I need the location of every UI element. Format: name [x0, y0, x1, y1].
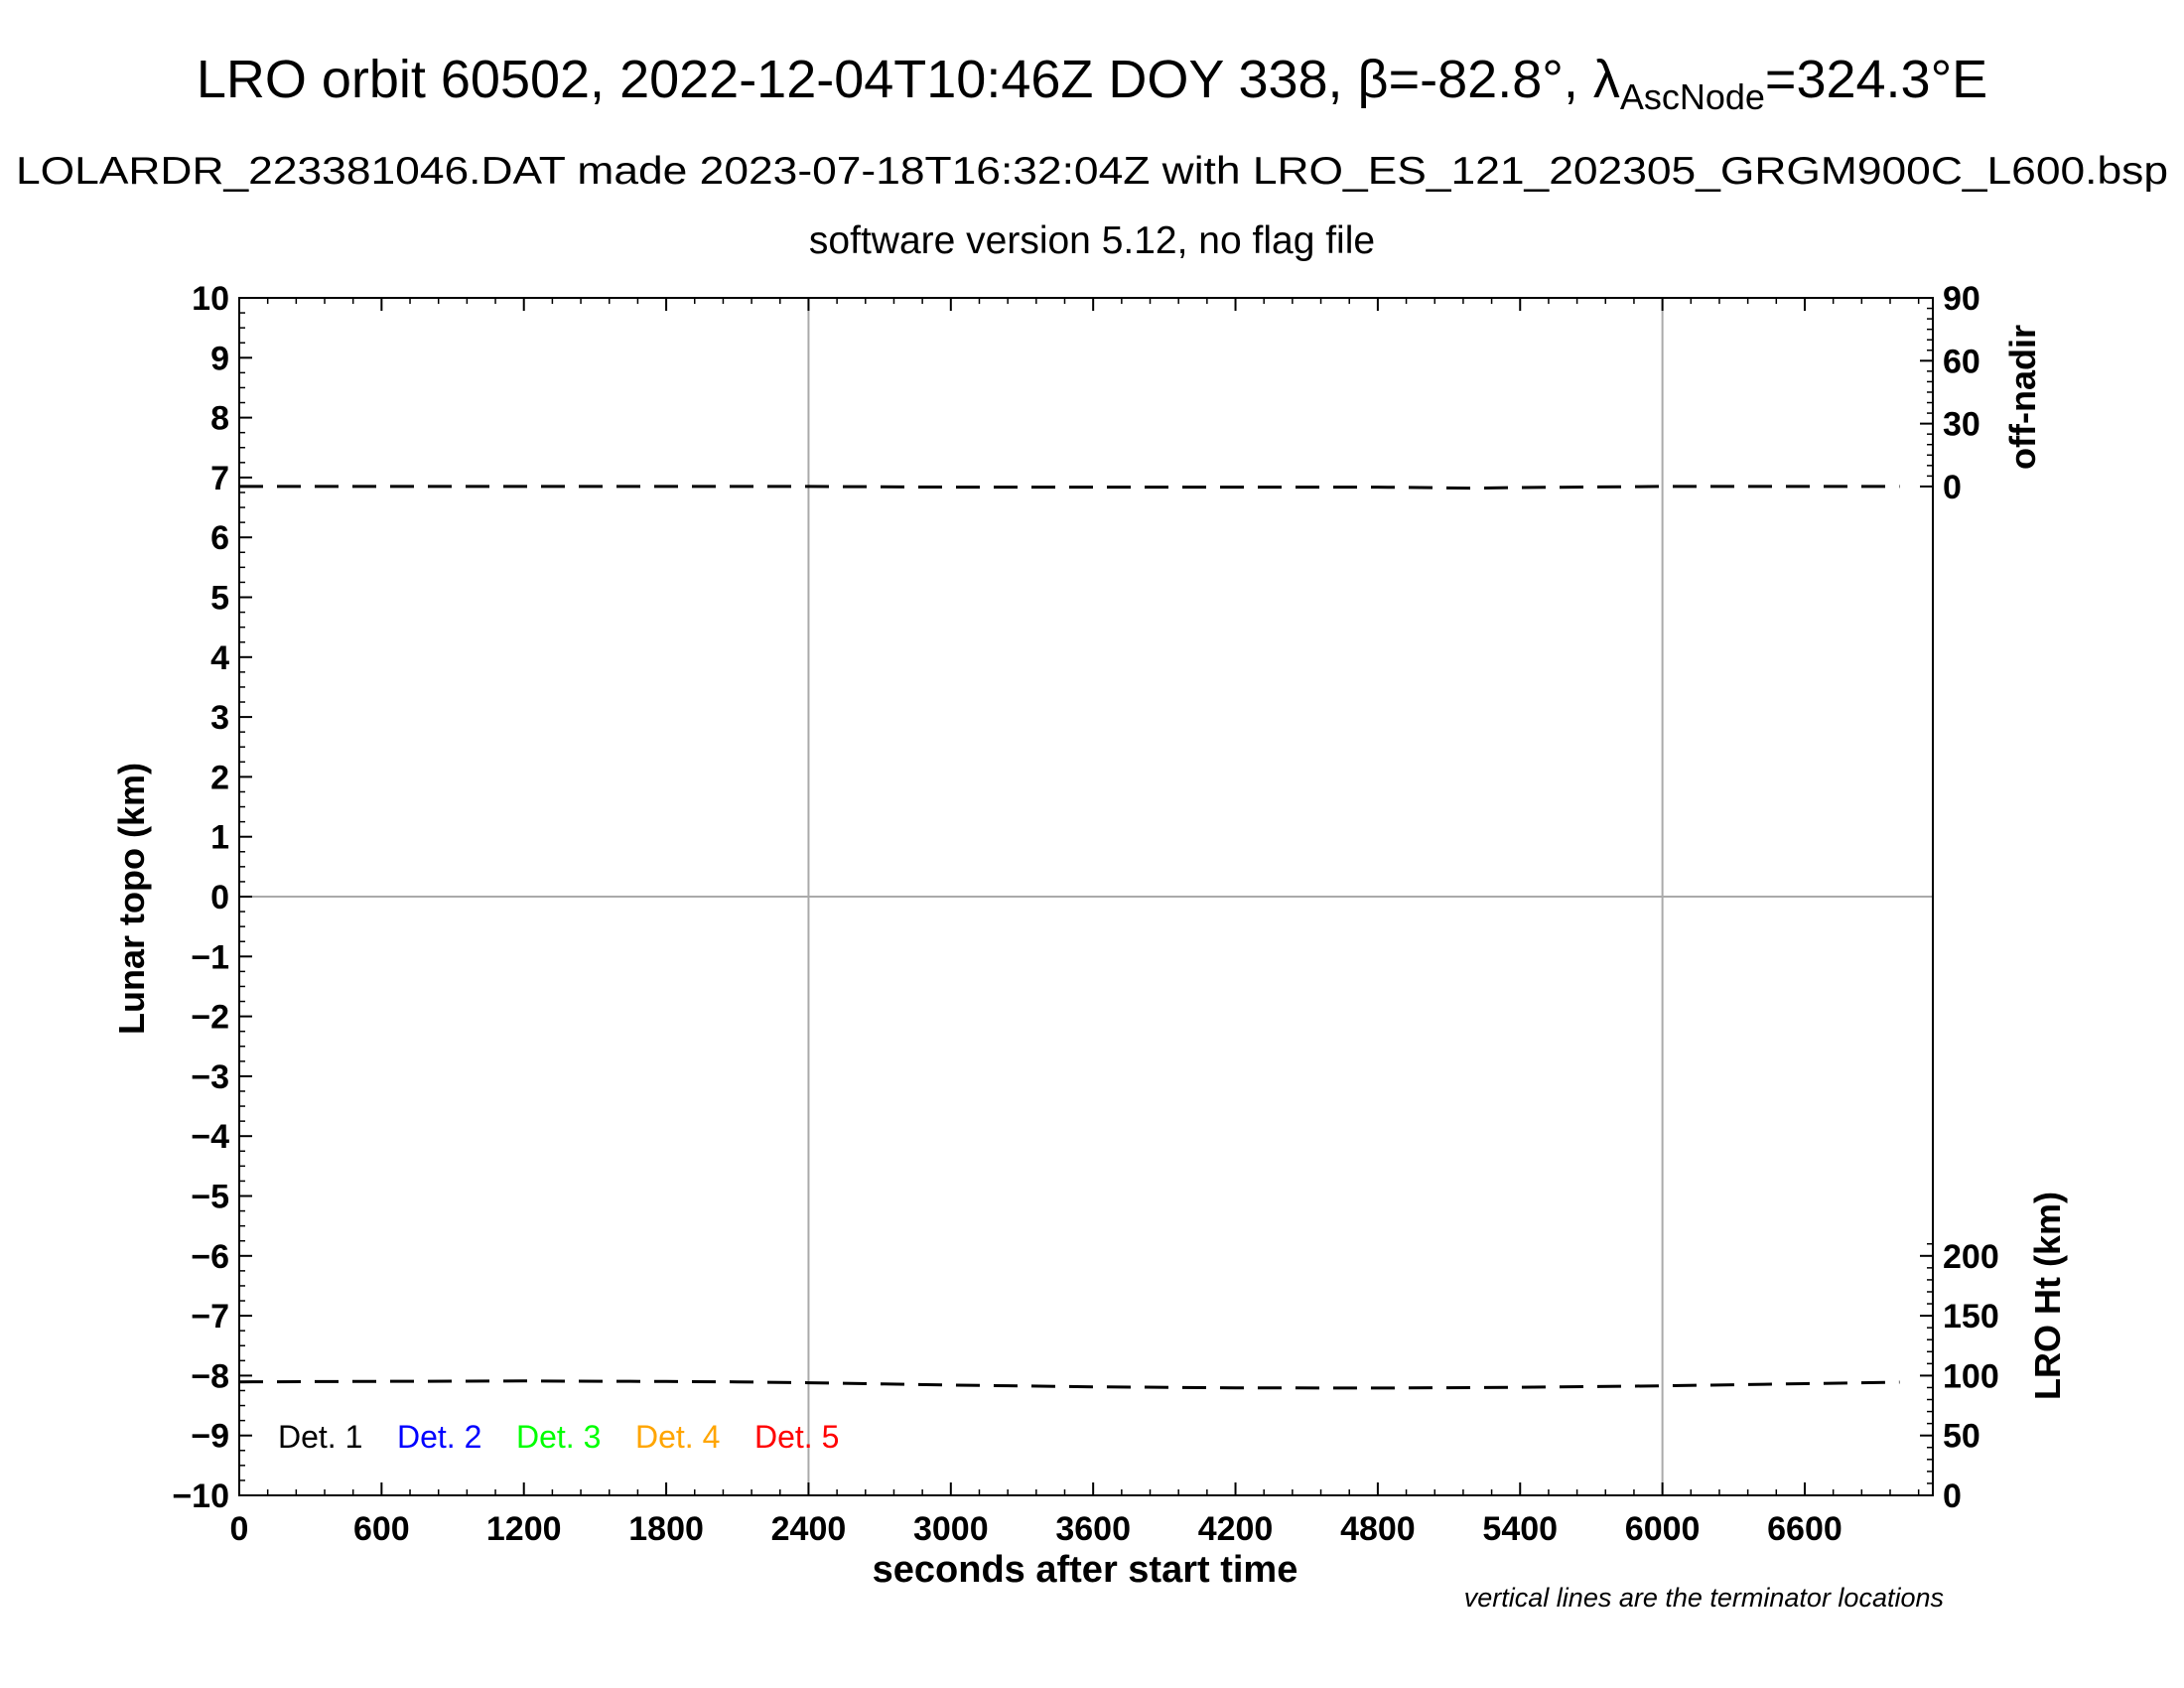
y-tick-label: 6: [210, 519, 229, 557]
x-tick-label: 0: [230, 1510, 249, 1548]
y-tick-label: 4: [210, 639, 229, 677]
legend-item: Det. 2: [397, 1419, 481, 1455]
height-tick-label: 50: [1943, 1418, 1980, 1456]
terminator-note: vertical lines are the terminator locati…: [1464, 1583, 1944, 1613]
x-tick-label: 3000: [913, 1510, 989, 1548]
y-tick-label: −10: [172, 1477, 229, 1515]
y-tick-label: −6: [191, 1238, 229, 1276]
x-tick-label: 5400: [1482, 1510, 1558, 1548]
x-tick-label: 3600: [1055, 1510, 1131, 1548]
y-tick-label: −7: [191, 1298, 229, 1336]
y-tick-label: −9: [191, 1418, 229, 1456]
y-tick-label: −1: [191, 938, 229, 976]
y-tick-label: 2: [210, 759, 229, 796]
chart-title: LRO orbit 60502, 2022-12-04T10:46Z DOY 3…: [197, 50, 1987, 117]
x-tick-label: 6600: [1767, 1510, 1843, 1548]
x-tick-label: 6000: [1625, 1510, 1701, 1548]
x-tick-label: 4200: [1198, 1510, 1274, 1548]
y-tick-label: −2: [191, 999, 229, 1037]
off-nadir-tick-label: 60: [1943, 343, 1980, 380]
x-tick-label: 1200: [486, 1510, 562, 1548]
off-nadir-line: [239, 485, 1900, 491]
lro-height-line: [238, 1379, 1900, 1390]
y-tick-label: −8: [191, 1357, 229, 1395]
y-tick-label: 3: [210, 699, 229, 737]
y-tick-label: 0: [210, 879, 229, 916]
off-nadir-tick-label: 0: [1943, 469, 1962, 506]
x-tick-label: 4800: [1340, 1510, 1416, 1548]
chart-subtitle: LOLARDR_223381046.DAT made 2023-07-18T16…: [16, 150, 2168, 193]
y-tick-label: 9: [210, 340, 229, 377]
height-tick-label: 0: [1943, 1477, 1962, 1515]
legend-item: Det. 5: [754, 1419, 839, 1455]
y-tick-label: −3: [191, 1058, 229, 1096]
x-tick-label: 1800: [628, 1510, 704, 1548]
y-tick-label: 7: [210, 460, 229, 497]
y-tick-label: 8: [210, 400, 229, 438]
height-tick-label: 100: [1943, 1357, 1999, 1395]
legend-item: Det. 1: [278, 1419, 362, 1455]
off-nadir-axis-label: off-nadir: [2002, 325, 2043, 470]
y-tick-label: −4: [191, 1118, 229, 1156]
legend-item: Det. 4: [635, 1419, 720, 1455]
y-tick-label: 5: [210, 580, 229, 618]
off-nadir-tick-label: 90: [1943, 280, 1980, 318]
lro-height-axis-label: LRO Ht (km): [2027, 1192, 2068, 1400]
chart-subtitle-version: software version 5.12, no flag file: [809, 219, 1375, 262]
off-nadir-tick-label: 30: [1943, 406, 1980, 444]
y-tick-label: 10: [192, 280, 229, 318]
x-tick-label: 600: [353, 1510, 410, 1548]
y-tick-label: 1: [210, 819, 229, 857]
x-axis-label: seconds after start time: [873, 1549, 1298, 1591]
y-tick-label: −5: [191, 1179, 229, 1216]
y-axis-label: Lunar topo (km): [111, 763, 152, 1035]
x-tick-label: 2400: [771, 1510, 847, 1548]
height-tick-label: 150: [1943, 1298, 1999, 1336]
plot-area: Det. 1 Det. 2 Det. 3 Det. 4 Det. 5 −10−9−8−7…: [172, 280, 1998, 1548]
legend-item: Det. 3: [516, 1419, 601, 1455]
height-tick-label: 200: [1943, 1238, 1999, 1276]
